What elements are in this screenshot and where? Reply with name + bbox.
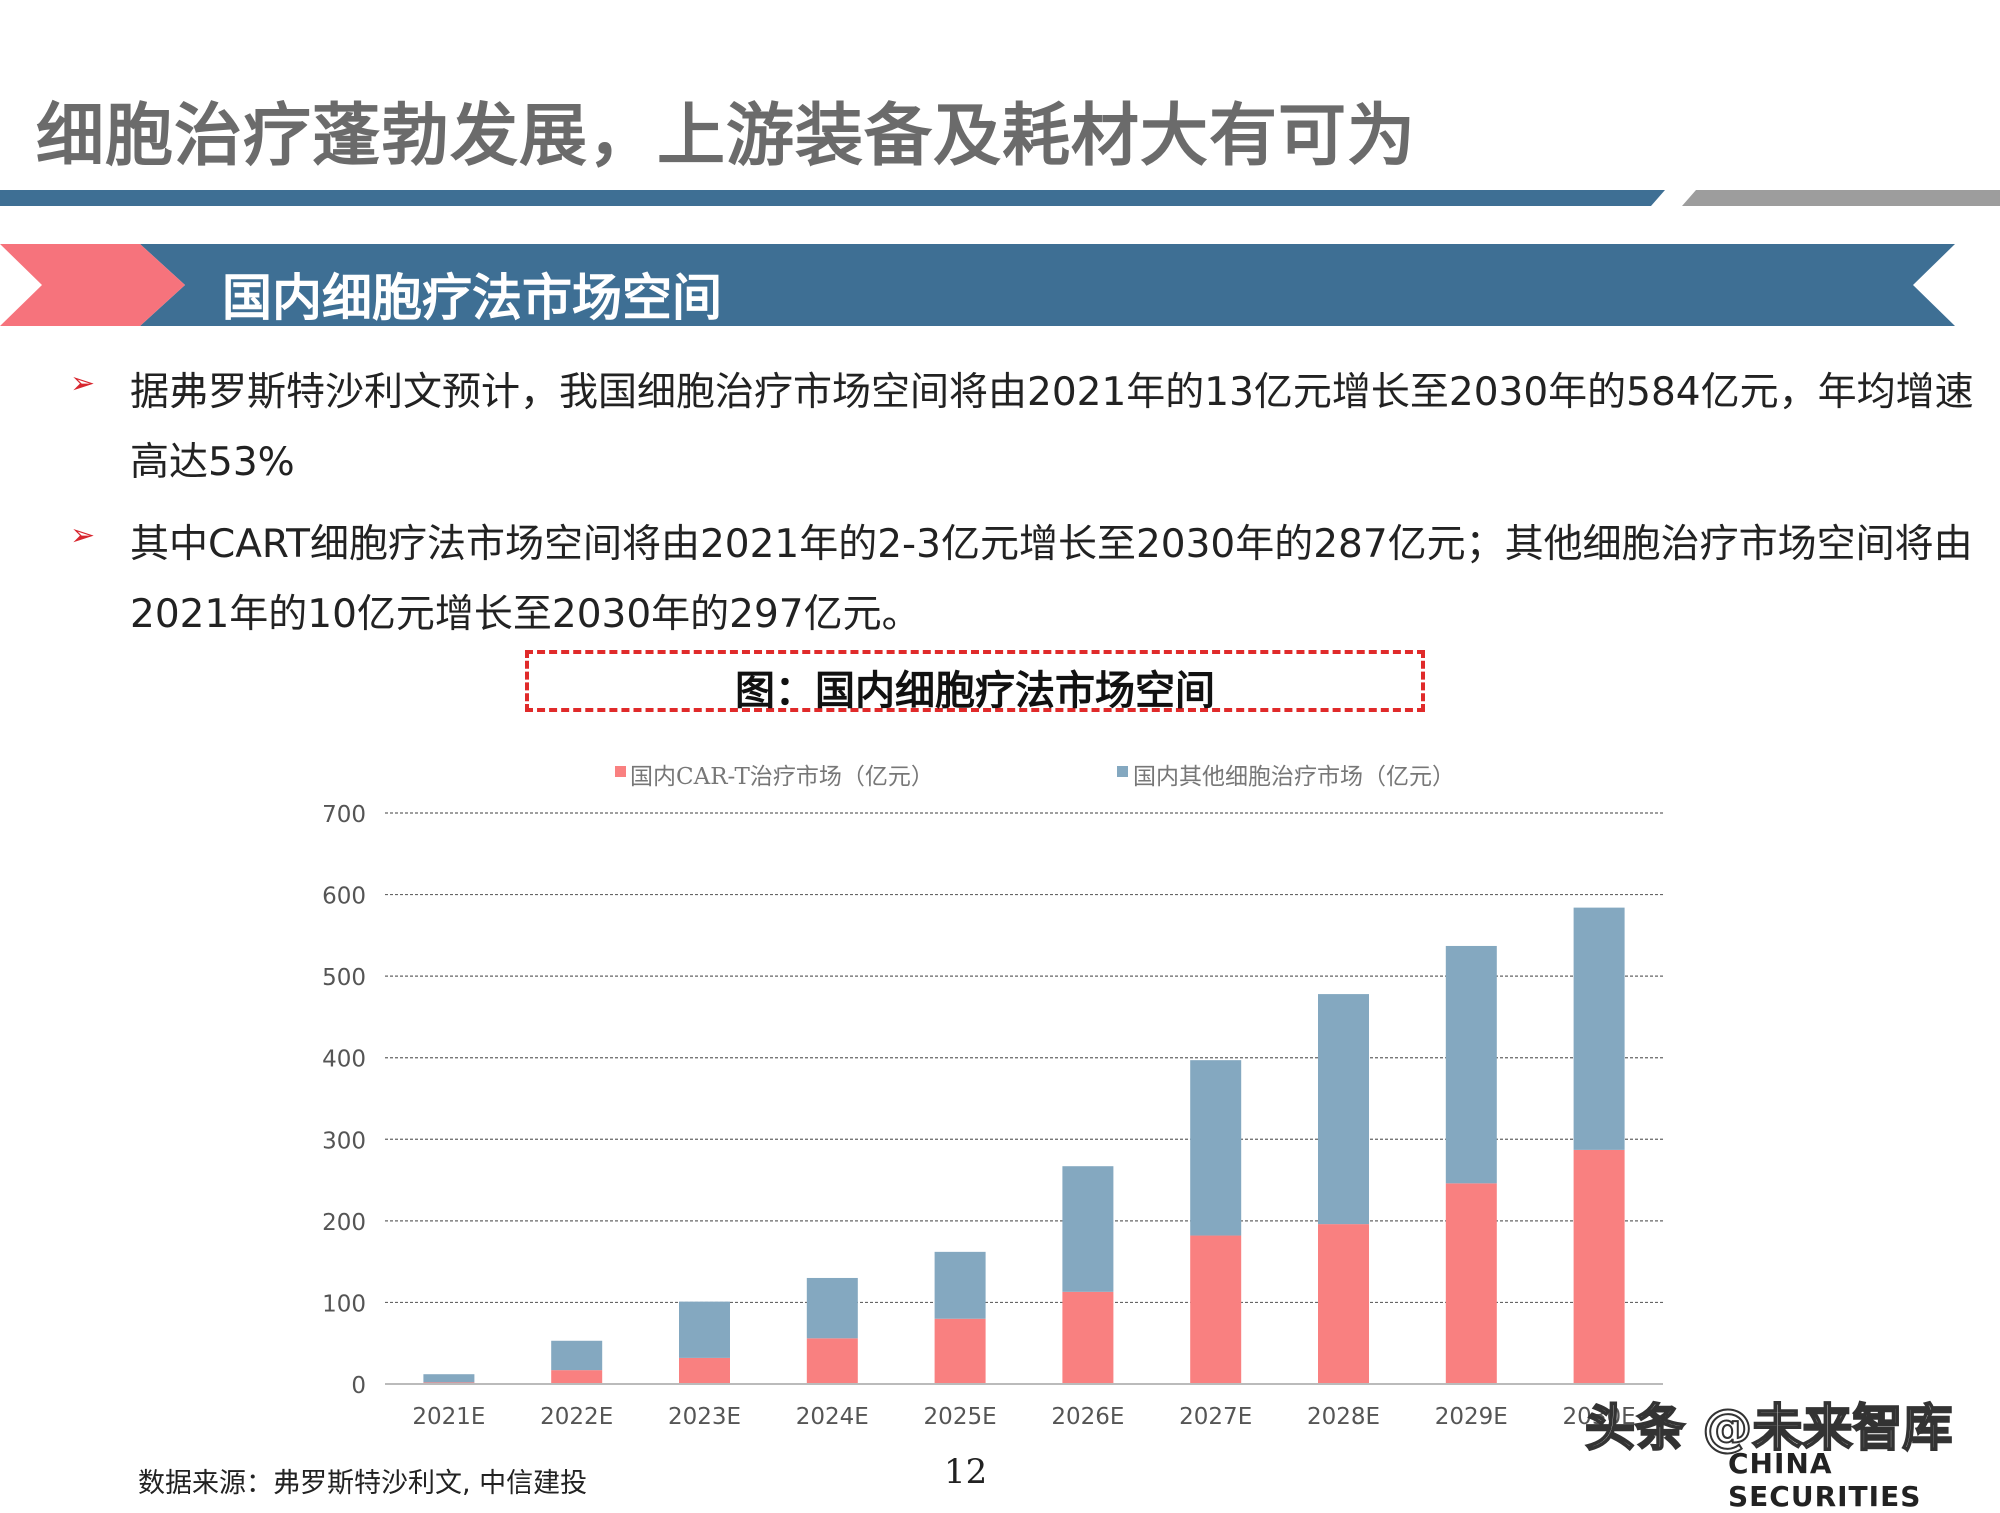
- bar-segment-car-t: [806, 1338, 858, 1384]
- title-rule-blue: [0, 190, 1665, 206]
- x-tick-label: 2024E: [796, 1404, 869, 1430]
- y-tick-label: 700: [322, 802, 366, 828]
- watermark-logo: 头条 @未来智库: [1584, 1398, 1953, 1458]
- bar-segment-car-t: [1062, 1291, 1114, 1384]
- bar-segment-other: [551, 1340, 603, 1371]
- x-tick-label: 2026E: [1051, 1404, 1124, 1430]
- chart-bars: [423, 907, 1625, 1384]
- bar-segment-other: [1445, 945, 1497, 1184]
- bullet-text: 其中CART细胞疗法市场空间将由2021年的2-3亿元增长至2030年的287亿…: [130, 522, 1973, 637]
- legend-label-other: 国内其他细胞治疗市场（亿元）: [1133, 764, 1455, 790]
- figure-title: 图：国内细胞疗法市场空间: [735, 668, 1215, 714]
- section-title: 国内细胞疗法市场空间: [222, 269, 722, 327]
- bar-segment-other: [1318, 994, 1369, 1225]
- y-tick-label: 600: [322, 884, 366, 910]
- bar-segment-car-t: [551, 1370, 603, 1384]
- bar-segment-other: [679, 1301, 730, 1358]
- y-tick-label: 0: [351, 1373, 366, 1399]
- bar-segment-other: [1190, 1060, 1242, 1236]
- page-title: 细胞治疗蓬勃发展，上游装备及耗材大有可为: [36, 97, 1417, 176]
- bullet-arrow-icon: ➢: [70, 366, 96, 401]
- y-tick-label: 200: [322, 1210, 366, 1236]
- x-tick-label: 2021E: [412, 1404, 485, 1430]
- legend-swatch-car-t: [615, 766, 626, 777]
- x-tick-label: 2030E: [1563, 1404, 1636, 1430]
- x-tick-label: 2028E: [1307, 1404, 1380, 1430]
- bullet-text: 据弗罗斯特沙利文预计，我国细胞治疗市场空间将由2021年的13亿元增长至2030…: [130, 370, 1974, 485]
- bar-segment-car-t: [1190, 1235, 1242, 1384]
- figure-caption-box: 图：国内细胞疗法市场空间: [525, 650, 1425, 714]
- title-rule-gray: [1682, 190, 2000, 206]
- bar-segment-car-t: [1318, 1224, 1369, 1384]
- y-tick-label: 500: [322, 965, 366, 991]
- legend-label-car-t: 国内CAR-T治疗市场（亿元）: [630, 764, 934, 790]
- y-axis-ticks: 0 100 200 300 400 500 600 700: [322, 802, 366, 1399]
- x-tick-label: 2027E: [1179, 1404, 1252, 1430]
- bar-segment-other: [934, 1251, 986, 1319]
- bar-segment-other: [1573, 907, 1625, 1150]
- brand-logo: CHINA SECURITIES: [1728, 1447, 1922, 1513]
- y-tick-label: 100: [322, 1291, 366, 1317]
- x-axis-ticks: 2021E 2022E 2023E 2024E 2025E 2026E 2027E 2028E…: [412, 1404, 1635, 1430]
- section-banner: [0, 244, 1955, 326]
- bar-segment-car-t: [679, 1357, 730, 1384]
- bar-segment-other: [423, 1374, 475, 1383]
- y-tick-label: 400: [322, 1047, 366, 1073]
- chart-legend: 国内CAR-T治疗市场（亿元） 国内其他细胞治疗市场（亿元）: [615, 764, 1455, 790]
- bar-segment-other: [806, 1277, 858, 1339]
- x-tick-label: 2022E: [540, 1404, 613, 1430]
- bullet-arrow-icon: ➢: [70, 518, 96, 553]
- x-tick-label: 2025E: [924, 1404, 997, 1430]
- x-tick-label: 2023E: [668, 1404, 741, 1430]
- data-source: 数据来源：弗罗斯特沙利文, 中信建投: [138, 1468, 588, 1499]
- bar-segment-car-t: [1573, 1149, 1625, 1384]
- page-number: 12: [944, 1452, 988, 1492]
- bar-segment-other: [1062, 1166, 1114, 1292]
- bar-segment-car-t: [1445, 1183, 1497, 1384]
- y-tick-label: 300: [322, 1128, 366, 1154]
- x-tick-label: 2029E: [1435, 1404, 1508, 1430]
- legend-swatch-other: [1117, 766, 1128, 777]
- bar-segment-car-t: [934, 1318, 986, 1384]
